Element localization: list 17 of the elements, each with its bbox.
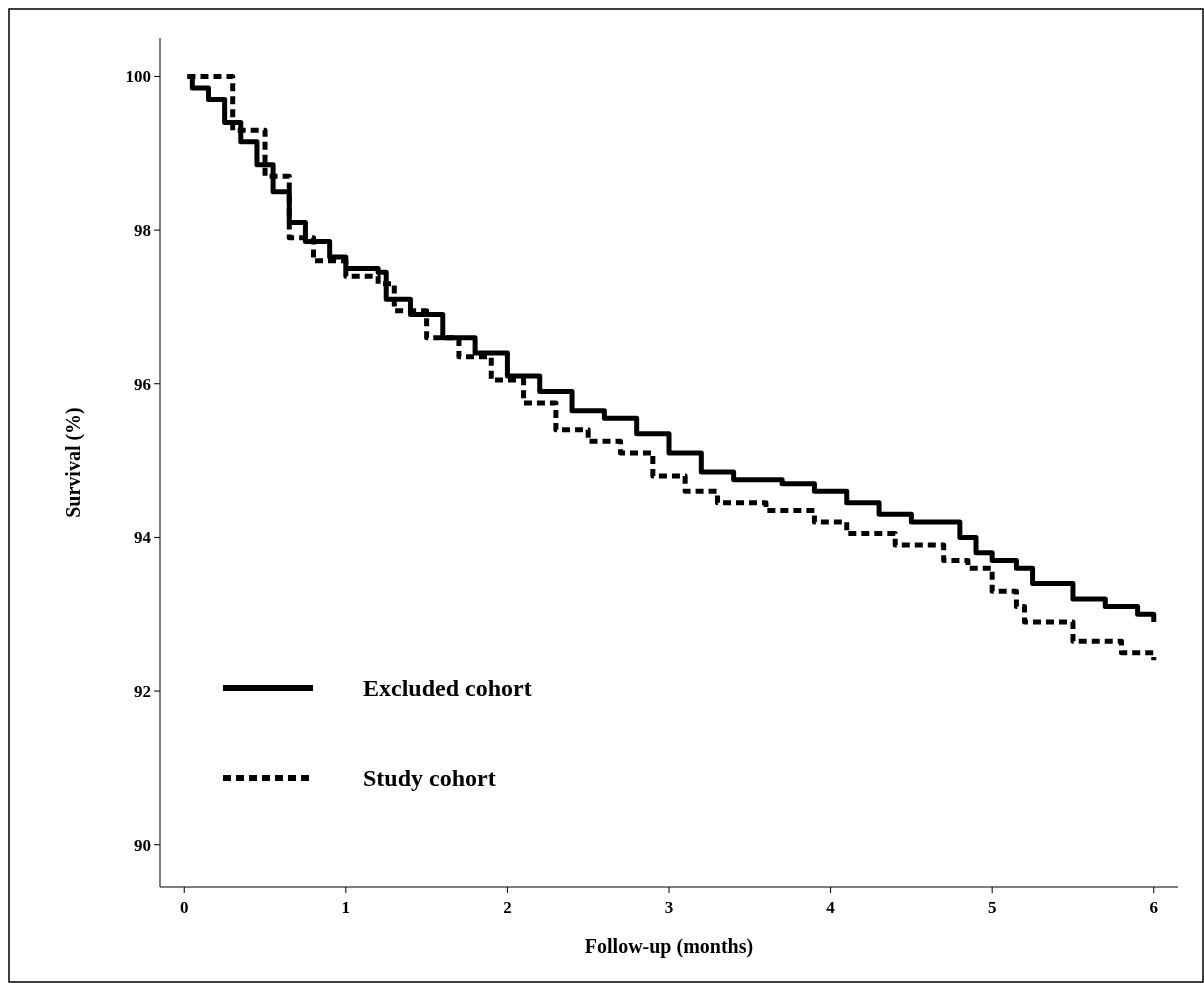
y-tick-label: 94 [134,528,152,548]
y-tick-label: 90 [134,835,151,855]
y-tick-label: 98 [134,221,151,241]
x-tick-label: 6 [1149,898,1159,917]
legend-label: Study cohort [363,765,496,792]
x-tick-label: 0 [179,898,189,917]
x-tick-label: 4 [826,898,836,917]
y-tick-label: 96 [134,374,151,394]
x-tick-label: 3 [664,898,674,917]
legend-label: Excluded cohort [363,675,532,702]
x-tick-label: 5 [987,898,997,917]
y-tick-label: 100 [125,67,151,87]
x-tick-label: 2 [503,898,512,917]
y-axis-title: Survival (%) [62,407,85,518]
x-tick-label: 1 [341,898,351,917]
x-axis-title: Follow-up (months) [584,935,754,958]
y-tick-label: 92 [134,682,151,702]
